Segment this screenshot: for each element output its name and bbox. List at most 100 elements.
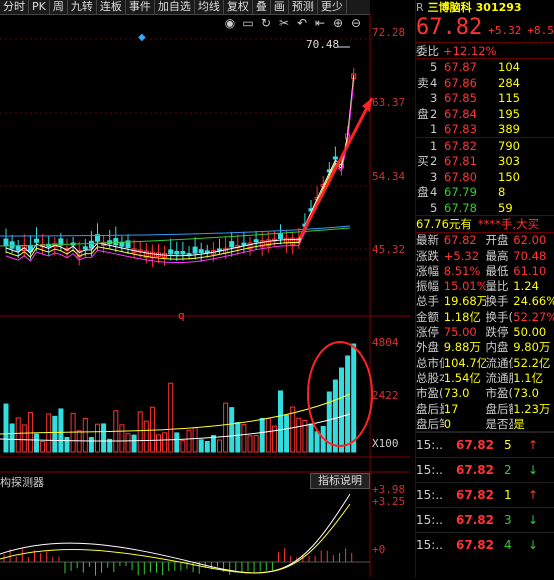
stat-value: 19.68万 xyxy=(443,294,486,309)
stat-value: 52.27% xyxy=(513,309,554,324)
toolbar-button-4[interactable]: 连板 xyxy=(97,0,126,14)
eye-icon[interactable]: ◉ xyxy=(224,16,236,30)
stat-label: 最高 xyxy=(485,248,509,263)
toolbar-button-5[interactable]: 事件 xyxy=(126,0,155,14)
stat-value: 104.7亿 xyxy=(443,355,486,370)
bid-row-4[interactable]: 盘 4 67.79 8 xyxy=(416,184,554,200)
stat-label: 涨停 xyxy=(416,325,439,340)
vol-ma-line xyxy=(0,393,351,435)
stat-label: 盘后额 xyxy=(485,401,514,416)
bid-row-1[interactable]: 1 67.82 790 xyxy=(416,138,554,154)
volume-bar xyxy=(332,379,338,453)
monitor-icon[interactable]: ▭ xyxy=(242,16,254,30)
ask-row-4[interactable]: 卖 4 67.86 284 xyxy=(416,75,554,91)
toolbar-button-0[interactable]: 分时 xyxy=(0,0,29,14)
vol-axis-top: 4804 xyxy=(372,336,399,349)
ask-volume: 195 xyxy=(498,106,520,121)
stat-label: 开盘 xyxy=(485,233,509,248)
price-axis-2: 63.37 xyxy=(372,96,406,109)
ask-row-2[interactable]: 盘 2 67.84 195 xyxy=(416,106,554,122)
tick-time: 15:.. xyxy=(416,438,443,453)
bid-volume: 790 xyxy=(498,138,520,153)
toolbar-button-3[interactable]: 九转 xyxy=(68,0,97,14)
toolbar-button-12[interactable]: 更少 xyxy=(318,0,347,14)
volume-bar xyxy=(351,343,357,453)
volume-bar xyxy=(253,435,259,453)
stat-value: 73.0 xyxy=(513,386,539,401)
toolbar-button-10[interactable]: 画 xyxy=(271,0,289,14)
volume-bar xyxy=(119,424,125,453)
ma10-line xyxy=(5,78,355,260)
scissors-icon[interactable]: ✂ xyxy=(278,16,290,30)
volume-bar xyxy=(156,434,161,453)
stat-value: 75.00 xyxy=(443,325,477,340)
bid-row-5[interactable]: 5 67.78 59 xyxy=(416,200,554,216)
stat-row: 外盘 9.88万 内盘 9.80万 xyxy=(416,340,554,355)
ma5-line xyxy=(5,75,355,257)
ma60-line xyxy=(0,227,351,247)
big-order-row: 67.76元有 ****手,大买 xyxy=(416,215,554,231)
volume-bar xyxy=(314,431,320,453)
kline-chart[interactable]: ◆ xyxy=(0,14,410,577)
stock-code[interactable]: 301293 xyxy=(475,0,522,14)
stat-value: 1.1亿 xyxy=(513,370,544,385)
volume-bar xyxy=(302,419,308,453)
stat-label: 市盈(静) xyxy=(416,386,444,401)
toolbar-button-2[interactable]: 周 xyxy=(50,0,68,14)
volume-bar xyxy=(296,417,302,453)
undo-icon[interactable]: ↶ xyxy=(296,16,308,30)
ask-row-1[interactable]: 1 67.83 389 xyxy=(416,121,554,137)
bid-price: 67.82 xyxy=(444,138,477,153)
toolbar-button-7[interactable]: 均线 xyxy=(195,0,224,14)
indicator-help-button[interactable]: 指标说明 xyxy=(310,473,370,489)
volume-bar xyxy=(192,427,198,453)
stat-label: 换手 xyxy=(485,294,509,309)
candle-body xyxy=(143,250,149,258)
stock-name[interactable]: 三博脑科 xyxy=(427,1,472,14)
diamond-marker: ◆ xyxy=(138,32,146,43)
volume-bar xyxy=(235,422,241,453)
tick-price: 67.82 xyxy=(456,513,494,528)
ask-row-5[interactable]: 5 67.87 104 xyxy=(416,59,554,75)
volume-bar xyxy=(278,390,283,453)
price-axis-3: 54.34 xyxy=(372,170,406,183)
tick-price: 67.82 xyxy=(456,488,494,503)
tick-row: 15:.. 67.82 5 ↑ xyxy=(416,432,554,457)
candle-body xyxy=(125,240,131,249)
stat-row: 涨跌 +5.32 最高 70.48 xyxy=(416,248,554,263)
ask-price: 67.87 xyxy=(444,60,477,75)
volume-bar xyxy=(76,430,82,453)
stat-label: 涨跌 xyxy=(416,248,439,263)
prev-icon[interactable]: ⇤ xyxy=(314,16,326,30)
stat-value: +5.32 xyxy=(443,248,480,263)
volume-bar xyxy=(125,433,131,453)
ask-row-3[interactable]: 3 67.85 115 xyxy=(416,90,554,106)
zoom-in-icon[interactable]: ⊕ xyxy=(332,16,344,30)
ind-axis-3: +0 xyxy=(372,543,386,556)
toolbar-button-9[interactable]: 叠 xyxy=(253,0,271,14)
tick-time: 15:.. xyxy=(416,538,443,553)
ask-volume: 104 xyxy=(498,60,520,75)
stats-table: 最新 67.82 开盘 62.00 涨跌 +5.32 最高 70.48 涨幅 8.51% 最低 61.… xyxy=(416,231,554,432)
toolbar-button-1[interactable]: PK xyxy=(29,0,50,14)
bid-row-3[interactable]: 3 67.80 150 xyxy=(416,169,554,185)
zoom-out-icon[interactable]: ⊖ xyxy=(350,16,362,30)
refresh-icon[interactable]: ↻ xyxy=(260,16,272,30)
indicator-line-1 xyxy=(0,493,351,574)
stat-label: 量比 xyxy=(485,279,509,294)
tick-list: 15:.. 67.82 5 ↑ 15:.. 67.82 2 ↓ 15:.. 67.82 1 ↑ 15:.… xyxy=(416,431,554,557)
candle-body xyxy=(290,237,296,246)
candle-body xyxy=(15,246,21,251)
ma-blue-line xyxy=(0,225,351,237)
stat-value: 8.51% xyxy=(443,263,481,278)
toolbar-button-11[interactable]: 预测 xyxy=(289,0,318,14)
bid-row-2[interactable]: 买 2 67.81 303 xyxy=(416,153,554,169)
stat-row: 总股本1.54亿流通股1.1亿 xyxy=(416,370,554,385)
toolbar-button-6[interactable]: 加自选 xyxy=(155,0,195,14)
tick-row: 15:.. 67.82 4 ↓ xyxy=(416,532,554,557)
volume-bar xyxy=(204,441,210,453)
ask-side-label: 卖 xyxy=(417,75,429,90)
toolbar-button-8[interactable]: 复权 xyxy=(224,0,253,14)
volume-bar xyxy=(259,417,265,453)
stat-value: 24.66% xyxy=(513,294,554,309)
